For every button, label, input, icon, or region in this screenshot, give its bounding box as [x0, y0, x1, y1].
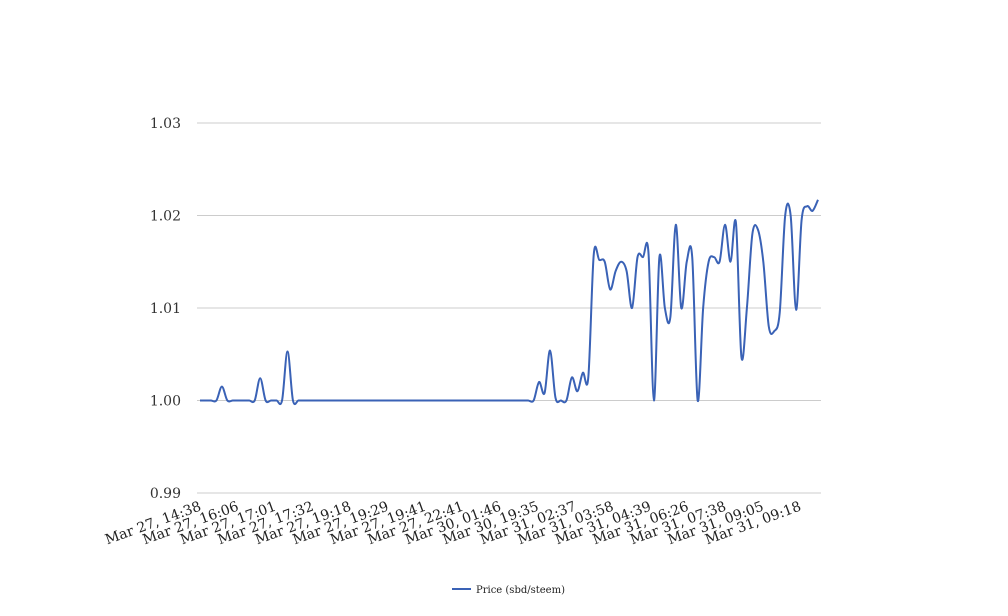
legend-label-price: Price (sbd/steem) — [476, 585, 565, 596]
gridlines — [197, 122, 821, 494]
y-tick-label: 0.99 — [150, 486, 181, 502]
legend[interactable]: Price (sbd/steem) — [452, 585, 565, 596]
y-tick-label: 1.02 — [150, 209, 181, 225]
y-tick-label: 1.00 — [150, 394, 181, 410]
y-axis-tick-labels: 0.99 1.00 1.01 1.02 1.03 — [150, 116, 181, 502]
series-line-price — [199, 199, 819, 406]
series-layer — [199, 199, 819, 406]
y-tick-label: 1.03 — [150, 116, 181, 132]
y-tick-label: 1.01 — [150, 301, 181, 317]
